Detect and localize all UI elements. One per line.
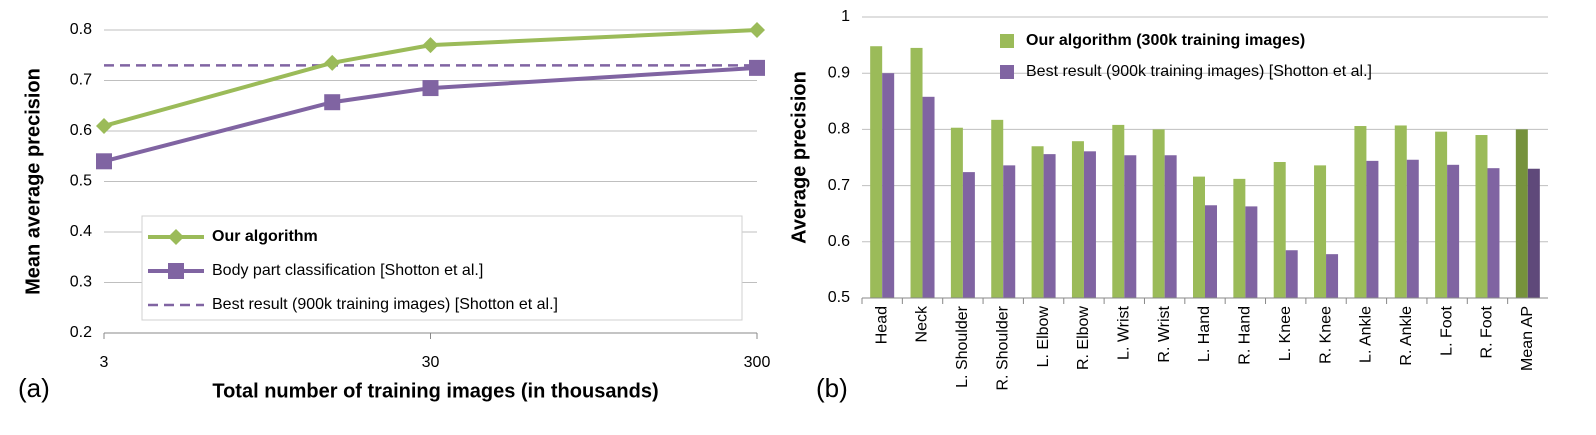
bar bbox=[1071, 141, 1084, 298]
marker bbox=[324, 54, 341, 71]
y-tick-label: 0.6 bbox=[828, 233, 850, 250]
y-axis-label: Average precision bbox=[788, 71, 810, 244]
marker bbox=[749, 22, 765, 38]
legend-label: Our algorithm bbox=[212, 228, 318, 245]
bar bbox=[1447, 164, 1460, 298]
series-line bbox=[103, 28, 758, 128]
bar bbox=[1285, 250, 1298, 298]
legend-label: Best result (900k training images) [Shot… bbox=[1026, 63, 1372, 80]
legend-label: Best result (900k training images) [Shot… bbox=[212, 296, 558, 313]
x-tick-label: R. Ankle bbox=[1398, 306, 1415, 366]
y-tick-label: 0.7 bbox=[70, 72, 92, 89]
x-tick-label: L. Ankle bbox=[1358, 306, 1375, 363]
y-tick-label: 0.8 bbox=[70, 21, 92, 38]
legend-label: Body part classification [Shotton et al.… bbox=[212, 262, 483, 279]
y-tick-label: 0.5 bbox=[828, 289, 850, 306]
x-axis-label: Total number of training images (in thou… bbox=[212, 380, 658, 402]
x-tick-label: R. Wrist bbox=[1156, 305, 1173, 362]
bar bbox=[1366, 160, 1379, 298]
x-tick-label: L. Shoulder bbox=[954, 305, 971, 388]
bar bbox=[870, 46, 883, 298]
bar bbox=[1124, 155, 1137, 298]
x-tick-label: R. Elbow bbox=[1075, 306, 1092, 370]
marker bbox=[324, 94, 341, 111]
panel-label: (a) bbox=[18, 373, 50, 403]
x-tick-label: Mean AP bbox=[1519, 306, 1536, 371]
y-tick-label: 0.8 bbox=[828, 121, 850, 138]
x-tick-label: L. Knee bbox=[1277, 306, 1294, 361]
bar bbox=[882, 73, 895, 298]
bar bbox=[1273, 161, 1286, 298]
x-tick-label: Neck bbox=[914, 305, 931, 342]
bar bbox=[1043, 154, 1056, 298]
y-tick-label: 0.5 bbox=[70, 173, 92, 190]
legend-label: Our algorithm (300k training images) bbox=[1026, 32, 1305, 49]
panel-label: (b) bbox=[816, 373, 848, 403]
x-tick-label: L. Foot bbox=[1438, 305, 1455, 355]
bar bbox=[1245, 206, 1258, 298]
legend-box bbox=[141, 215, 743, 321]
bar bbox=[1394, 125, 1407, 298]
y-tick-label: 0.9 bbox=[828, 64, 850, 81]
x-tick-label: 300 bbox=[744, 354, 771, 371]
bar bbox=[910, 47, 923, 298]
bar bbox=[922, 96, 935, 298]
bar bbox=[1112, 124, 1125, 299]
bar bbox=[1527, 168, 1540, 298]
marker bbox=[168, 229, 184, 245]
legend-swatch bbox=[1000, 34, 1014, 48]
y-tick-label: 0.6 bbox=[70, 122, 92, 139]
x-tick-label: R. Knee bbox=[1317, 306, 1334, 364]
x-tick-label: Head bbox=[873, 306, 890, 344]
bar bbox=[1083, 151, 1096, 298]
bar bbox=[950, 127, 963, 299]
x-tick-label: 30 bbox=[422, 354, 440, 371]
series-line bbox=[103, 65, 758, 164]
bar bbox=[1515, 129, 1528, 298]
bar bbox=[962, 172, 975, 298]
bar bbox=[1152, 129, 1165, 298]
bar bbox=[1003, 165, 1016, 298]
y-tick-label: 0.4 bbox=[70, 223, 92, 240]
marker bbox=[422, 80, 439, 97]
x-tick-label: L. Elbow bbox=[1035, 306, 1052, 368]
marker bbox=[168, 263, 184, 279]
bar bbox=[1326, 254, 1339, 298]
bar bbox=[1031, 146, 1044, 298]
bar bbox=[1314, 165, 1327, 298]
bar bbox=[1354, 126, 1367, 298]
y-tick-label: 1 bbox=[841, 8, 850, 25]
x-tick-label: 3 bbox=[100, 354, 109, 371]
marker bbox=[96, 153, 112, 170]
legend-swatch bbox=[1000, 65, 1014, 79]
y-tick-label: 0.7 bbox=[828, 177, 850, 194]
marker bbox=[749, 59, 765, 76]
bar bbox=[1164, 155, 1177, 298]
x-tick-label: L. Wrist bbox=[1116, 305, 1133, 359]
bar bbox=[1475, 135, 1488, 298]
bar bbox=[991, 119, 1004, 298]
bar bbox=[1435, 131, 1448, 298]
marker bbox=[96, 117, 112, 134]
bar bbox=[1406, 159, 1419, 298]
bar bbox=[1193, 176, 1205, 298]
x-tick-label: R. Foot bbox=[1479, 305, 1496, 358]
y-axis-label: Mean average precision bbox=[22, 68, 44, 295]
x-tick-label: L. Hand bbox=[1196, 306, 1213, 362]
y-tick-label: 0.2 bbox=[70, 324, 92, 341]
marker bbox=[422, 37, 439, 54]
bar bbox=[1233, 178, 1246, 298]
x-tick-label: R. Shoulder bbox=[994, 305, 1011, 390]
x-tick-label: R. Hand bbox=[1237, 306, 1254, 365]
y-tick-label: 0.3 bbox=[70, 274, 92, 291]
bar bbox=[1487, 168, 1500, 298]
bar bbox=[1205, 205, 1217, 298]
